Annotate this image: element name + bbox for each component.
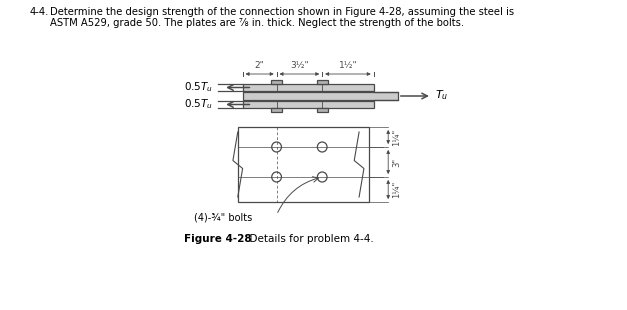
Text: 3½": 3½" [290, 61, 308, 70]
Bar [243, 101, 374, 108]
Text: 1½": 1½" [339, 61, 357, 70]
Text: $0.5T_u$: $0.5T_u$ [184, 97, 214, 111]
Text: ASTM A529, grade 50. The plates are ⅞ in. thick. Neglect the strength of the bol: ASTM A529, grade 50. The plates are ⅞ in… [50, 18, 465, 28]
Text: 4-4.: 4-4. [29, 7, 48, 17]
Text: $T_u$: $T_u$ [435, 89, 448, 102]
Bar [238, 127, 369, 202]
Text: Details for problem 4-4.: Details for problem 4-4. [243, 234, 373, 244]
Text: 1¼": 1¼" [392, 128, 401, 146]
Text: 2": 2" [255, 61, 265, 70]
Bar [271, 80, 282, 84]
Text: $0.5T_u$: $0.5T_u$ [184, 80, 214, 94]
Text: 3": 3" [392, 157, 401, 166]
Text: 1¼": 1¼" [392, 181, 401, 198]
Bar [243, 84, 374, 91]
Text: Determine the design strength of the connection shown in Figure 4-28, assuming t: Determine the design strength of the con… [50, 7, 515, 17]
Bar [243, 92, 398, 100]
Text: (4)-¾" bolts: (4)-¾" bolts [194, 212, 252, 222]
Text: Figure 4-28: Figure 4-28 [184, 234, 252, 244]
Bar [271, 108, 282, 112]
Bar [317, 80, 327, 84]
Bar [317, 108, 327, 112]
